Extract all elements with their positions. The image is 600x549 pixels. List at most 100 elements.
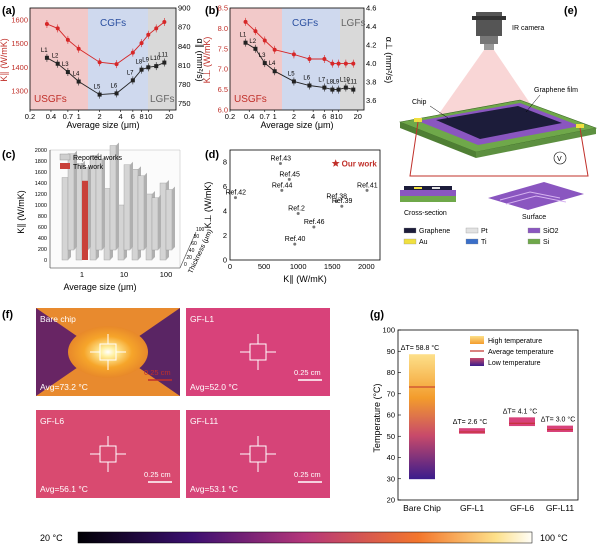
point-b-1-1: [253, 29, 258, 34]
panel-c-bars: [61, 142, 175, 261]
ytick-d-3: 6: [223, 182, 227, 191]
point-b-1-6: [322, 57, 327, 61]
xtick-b-9: 20: [354, 112, 362, 121]
point-label-a-1: L2: [52, 54, 59, 60]
temp-bar-0: [409, 354, 435, 480]
xtick-d-0: 0: [228, 262, 232, 271]
point-label-a-0: L1: [41, 48, 48, 54]
colorbar-min-label: 20 °C: [40, 533, 63, 543]
ytick-left-b-1: 6.5: [218, 85, 228, 94]
scatter-point-8: [340, 204, 344, 208]
ytick-left-a-0: 1300: [11, 87, 28, 96]
panel-f-label: (f): [2, 309, 13, 321]
point-label-a-4: L5: [94, 85, 101, 91]
chip-label: Chip: [412, 99, 427, 106]
point-b-1-9: [343, 61, 348, 66]
scatter-point-0: [278, 161, 282, 165]
region-lgfs-b: [340, 8, 364, 110]
panel-d-ylabel: K⊥ (W/mK): [203, 182, 213, 229]
point-a-0-10: [162, 60, 167, 65]
scatter-point-4: [296, 212, 300, 216]
panel-g-xticks: Bare Chip GF-L1 GF-L6 GF-L11: [403, 503, 574, 513]
legend-label-5: Si: [543, 239, 550, 246]
point-b-1-4: [291, 52, 296, 57]
ytick-left-a-1: 1400: [11, 63, 28, 72]
point-label-a-3: L4: [73, 72, 80, 78]
thermal-avg-gf-l1: Avg=52.0 °C: [190, 382, 238, 392]
point-a-1-8: [146, 32, 151, 37]
legend-swatch-high: [470, 336, 484, 344]
panel-a-xlabel: Average size (μm): [66, 120, 139, 130]
bar-reported-side-8: [74, 150, 77, 250]
point-a-0-2: [65, 70, 70, 75]
xtick-b-5: 4: [311, 112, 315, 121]
point-b-0-6: [322, 85, 327, 90]
point-label-b-6: L7: [318, 78, 325, 84]
ytick-left-b-4: 8.0: [218, 24, 228, 33]
plot-frame-d: [229, 149, 381, 261]
scatter-label-5: Ref.46: [304, 219, 325, 226]
xtick-a-5: 4: [118, 112, 122, 121]
panel-c-xticks: 1 10 100: [80, 270, 172, 279]
point-a-1-6: [130, 50, 135, 55]
xtick-g-0: Bare Chip: [403, 503, 441, 513]
point-label-b-3: L4: [269, 61, 276, 67]
panel-g-label: (g): [370, 309, 384, 321]
plot-frame-a: [29, 7, 177, 111]
legend-swatch-1: [465, 227, 479, 234]
cross-section-diagram: [400, 186, 456, 202]
ytick-c-7: 1400: [35, 181, 47, 187]
panel-g-marks: ΔT= 58.8 °C ΔT= 2.6 °C ΔT= 4.1 °CΔT= 3.0 °…: [401, 344, 575, 480]
point-b-0-10: [351, 87, 356, 92]
legend-label-2: SiO2: [543, 228, 559, 235]
temp-bar-3: [547, 425, 573, 432]
xtick-d-1: 500: [258, 262, 271, 271]
panel-a-xticks: 0.2 0.4 0.7 1 2 4 6 8 10 20: [25, 110, 173, 121]
point-a-1-5: [114, 62, 119, 67]
ytick-right-a-2: 810: [178, 61, 191, 70]
thermal-avg-gf-l11: Avg=53.1 °C: [190, 484, 238, 494]
panel-a-yticks-left: 1300 1400 1500 1600: [11, 15, 28, 95]
bar-reported-side-9: [88, 164, 91, 250]
point-label-a-10: L11: [158, 53, 168, 59]
ytick-right-a-1: 780: [178, 80, 191, 89]
scatter-point-5: [312, 225, 316, 229]
thermal-title-bare-chip: Bare chip: [40, 314, 76, 324]
ytick-d-2: 4: [223, 207, 227, 216]
point-b-1-2: [262, 38, 267, 43]
ytick-g-3: 50: [387, 432, 395, 441]
panel-a-label: (a): [2, 5, 16, 17]
region-label-usgfs-a: USGFs: [34, 94, 67, 105]
ztick-c-1: 20: [186, 255, 192, 261]
xtick-a-9: 20: [165, 112, 173, 121]
point-label-a-9: L10: [150, 56, 161, 62]
panel-d-xlabel: K∥ (W/mK): [283, 274, 327, 284]
thermal-avg-bare-chip: Avg=73.2 °C: [40, 382, 88, 392]
xtick-c-2: 100: [160, 270, 173, 279]
ytick-left-b-0: 6.0: [218, 106, 228, 115]
delta-label-1: ΔT= 2.6 °C: [453, 418, 488, 426]
point-a-0-6: [130, 78, 135, 83]
point-a-1-9: [154, 26, 159, 31]
legend-label-1: Pt: [481, 228, 488, 235]
panel-c-xlabel: Average size (μm): [63, 282, 136, 292]
scatter-point-2: [280, 188, 284, 192]
thermal-image-bare-chip: [36, 308, 180, 396]
point-a-0-8: [146, 65, 151, 70]
thermal-scale-gf-l11: 0.25 cm: [294, 470, 321, 479]
bar-reported-12: [123, 164, 131, 251]
panel-e-label: (e): [564, 5, 578, 17]
cross-section-label: Cross-section: [404, 210, 447, 217]
ytick-right-b-4: 4.4: [366, 22, 376, 31]
panel-d-marks: Ref.43 Ref.45 Ref.44 Ref.42 Ref.2 Ref.46 Ref.4…: [225, 155, 378, 246]
chip-stack: [398, 99, 598, 158]
ytick-left-b-3: 7.5: [218, 44, 228, 53]
thermal-image-gf-l11: [186, 410, 330, 498]
point-b-0-5: [307, 83, 312, 88]
ytick-c-0: 0: [44, 258, 47, 264]
ytick-g-8: 100: [382, 326, 395, 335]
panel-b-ylabel-left: K⊥ (W/mK): [202, 37, 212, 84]
delta-label-0: ΔT= 58.8 °C: [401, 344, 439, 352]
